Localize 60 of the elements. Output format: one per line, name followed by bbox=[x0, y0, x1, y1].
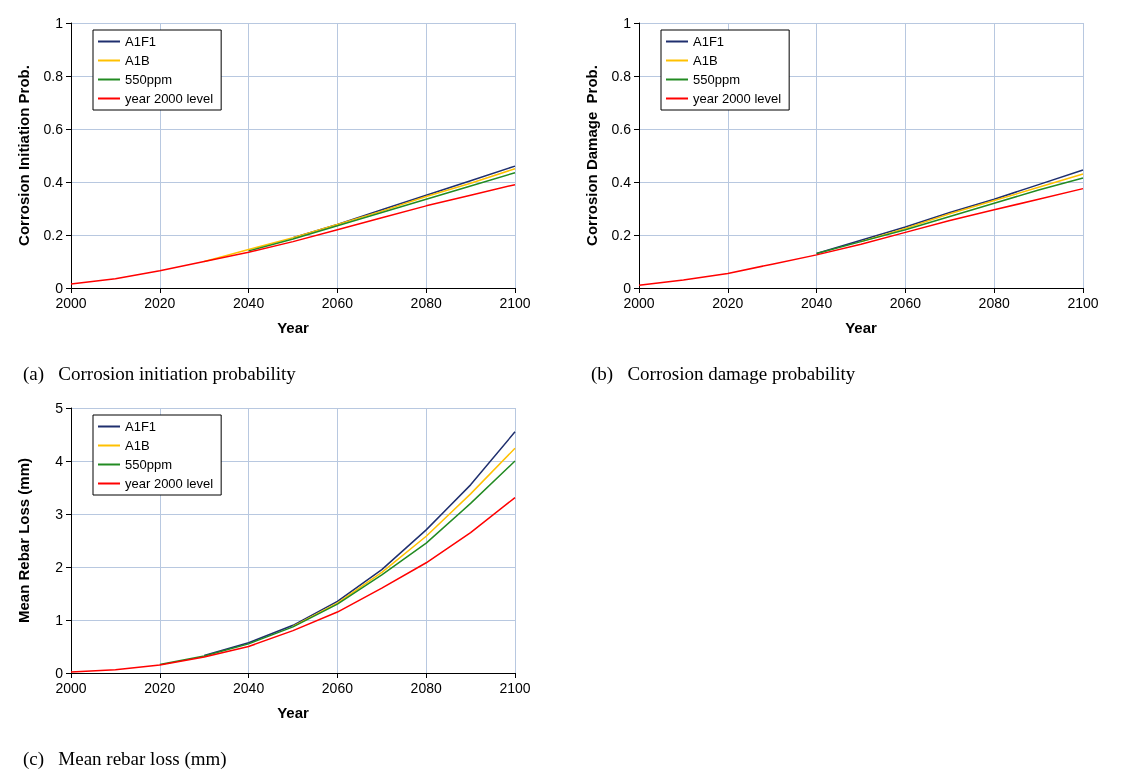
x-tick-label: 2060 bbox=[321, 680, 354, 696]
y-tick-label: 5 bbox=[55, 400, 64, 416]
line-series bbox=[292, 447, 516, 628]
y-axis-title: Mean Rebar Loss (mm) bbox=[15, 457, 32, 624]
x-tick-label: 2080 bbox=[410, 295, 442, 311]
y-tick-label: 0 bbox=[55, 280, 64, 296]
y-tick-label: 0 bbox=[55, 665, 64, 681]
text: (c) Mean rebar loss (mm) bbox=[23, 748, 227, 770]
y-tick-label: 0.4 bbox=[611, 174, 632, 190]
x-tick-label: 2000 bbox=[55, 680, 87, 696]
legend-label: 550ppm bbox=[125, 457, 172, 472]
legend-label: 550ppm bbox=[125, 72, 172, 87]
legend-label: A1B bbox=[125, 438, 150, 453]
y-tick-label: 1 bbox=[623, 15, 632, 31]
legend-label: A1F1 bbox=[693, 34, 725, 49]
x-tick-label: 2040 bbox=[233, 680, 265, 696]
x-tick-label: 2100 bbox=[499, 295, 531, 311]
x-tick-label: 2040 bbox=[233, 295, 265, 311]
y-axis-title: Corrosion Initiation Prob. bbox=[15, 65, 32, 246]
y-tick-label: 3 bbox=[55, 506, 64, 522]
x-tick-label: 2000 bbox=[55, 295, 87, 311]
x-tick-label: 2080 bbox=[978, 295, 1010, 311]
y-tick-label: 1 bbox=[55, 612, 64, 628]
line-series bbox=[247, 171, 516, 252]
x-axis-title: Year bbox=[845, 319, 878, 336]
line-series bbox=[70, 183, 516, 285]
x-tick-label: 2020 bbox=[712, 295, 744, 311]
legend-label: A1B bbox=[693, 53, 718, 68]
y-tick-label: 0.6 bbox=[43, 121, 64, 137]
x-tick-label: 2060 bbox=[889, 295, 922, 311]
x-tick-label: 2100 bbox=[499, 680, 531, 696]
legend-label: A1F1 bbox=[125, 34, 157, 49]
y-tick-label: 0 bbox=[623, 280, 632, 296]
text: (b) Corrosion damage probability bbox=[591, 363, 856, 385]
legend-label: A1B bbox=[125, 53, 150, 68]
y-tick-label: 0.6 bbox=[611, 121, 632, 137]
legend-label: A1F1 bbox=[125, 419, 157, 434]
x-tick-label: 2080 bbox=[410, 680, 442, 696]
y-tick-label: 0.8 bbox=[611, 68, 632, 84]
legend-label: year 2000 level bbox=[125, 91, 214, 106]
legend-label: year 2000 level bbox=[125, 476, 214, 491]
y-tick-label: 0.2 bbox=[43, 227, 64, 243]
legend-label: year 2000 level bbox=[693, 91, 782, 106]
x-tick-label: 2000 bbox=[623, 295, 655, 311]
text: (a) Corrosion initiation probability bbox=[23, 363, 297, 385]
legend-label: 550ppm bbox=[693, 72, 740, 87]
x-tick-label: 2020 bbox=[144, 295, 176, 311]
x-axis-title: Year bbox=[277, 319, 310, 336]
y-tick-label: 0.2 bbox=[611, 227, 632, 243]
y-tick-label: 1 bbox=[55, 15, 64, 31]
y-axis-title: Corrosion Damage Prob. bbox=[583, 65, 600, 246]
y-tick-label: 4 bbox=[55, 453, 64, 469]
y-tick-label: 0.8 bbox=[43, 68, 64, 84]
y-tick-label: 2 bbox=[55, 559, 64, 575]
x-tick-label: 2100 bbox=[1067, 295, 1099, 311]
x-tick-label: 2060 bbox=[321, 295, 354, 311]
x-axis-title: Year bbox=[277, 704, 310, 721]
x-tick-label: 2040 bbox=[801, 295, 833, 311]
y-tick-label: 0.4 bbox=[43, 174, 64, 190]
x-tick-label: 2020 bbox=[144, 680, 176, 696]
